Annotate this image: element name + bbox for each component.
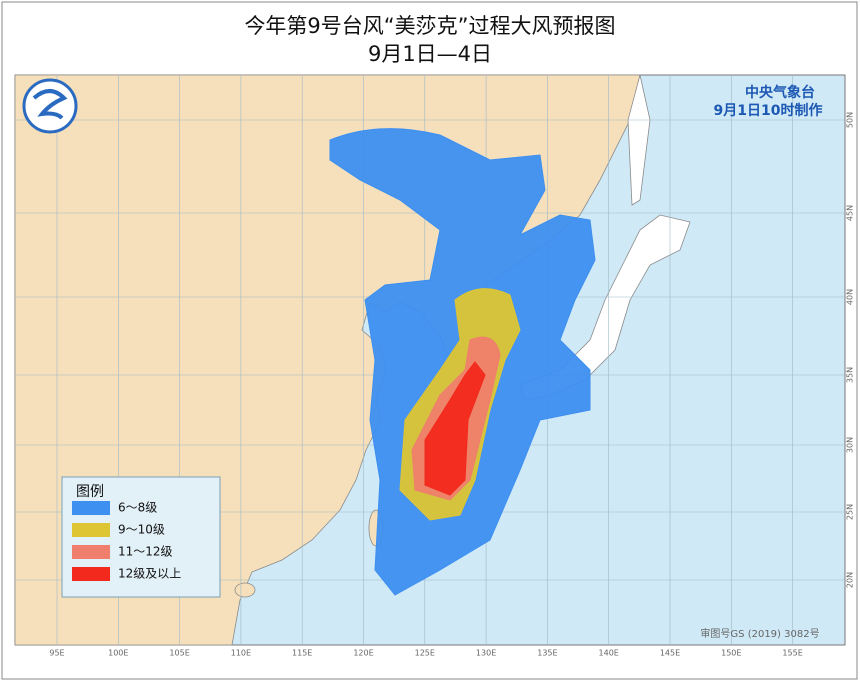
longitude-label: 145E — [660, 649, 680, 658]
latitude-label: 20N — [846, 572, 855, 588]
legend-title: 图例 — [76, 484, 104, 500]
latitude-label: 35N — [846, 367, 855, 383]
map-subtitle: 9月1日—4日 — [368, 42, 492, 66]
longitude-label: 100E — [108, 649, 128, 658]
legend-label: 11～12级 — [118, 545, 173, 559]
longitude-label: 135E — [537, 649, 557, 658]
issuer-name: 中央气象台 — [745, 84, 815, 101]
longitude-label: 110E — [231, 649, 251, 658]
logo — [22, 78, 78, 134]
longitude-label: 140E — [599, 649, 619, 658]
longitude-label: 155E — [782, 649, 802, 658]
longitude-label: 95E — [49, 649, 64, 658]
latitude-label: 25N — [846, 504, 855, 520]
longitude-label: 150E — [721, 649, 741, 658]
approval-number: 审图号GS (2019) 3082号 — [700, 627, 819, 640]
hainan — [234, 582, 256, 598]
latitude-label: 45N — [846, 205, 855, 221]
longitude-label: 120E — [353, 649, 373, 658]
legend-swatch — [72, 567, 110, 581]
latitude-label: 30N — [846, 437, 855, 453]
issue-time: 9月1日10时制作 — [714, 102, 823, 119]
legend-swatch — [72, 523, 110, 537]
legend-label: 12级及以上 — [118, 567, 181, 581]
longitude-label: 130E — [476, 649, 496, 658]
latitude-label: 40N — [846, 289, 855, 305]
wind-zone-12-plus — [424, 361, 486, 496]
sakhalin — [627, 74, 651, 206]
longitude-label: 115E — [292, 649, 312, 658]
legend: 图例 6～8级 9～10级 11～12级 12级及以上 — [61, 476, 221, 598]
legend-label: 9～10级 — [118, 523, 165, 537]
longitude-label: 105E — [169, 649, 189, 658]
legend-label: 6～8级 — [118, 501, 157, 515]
legend-swatch — [72, 545, 110, 559]
latitude-label: 50N — [846, 112, 855, 128]
legend-swatch — [72, 501, 110, 515]
longitude-label: 125E — [415, 649, 435, 658]
map-title: 今年第9号台风“美莎克”过程大风预报图 — [244, 14, 615, 38]
